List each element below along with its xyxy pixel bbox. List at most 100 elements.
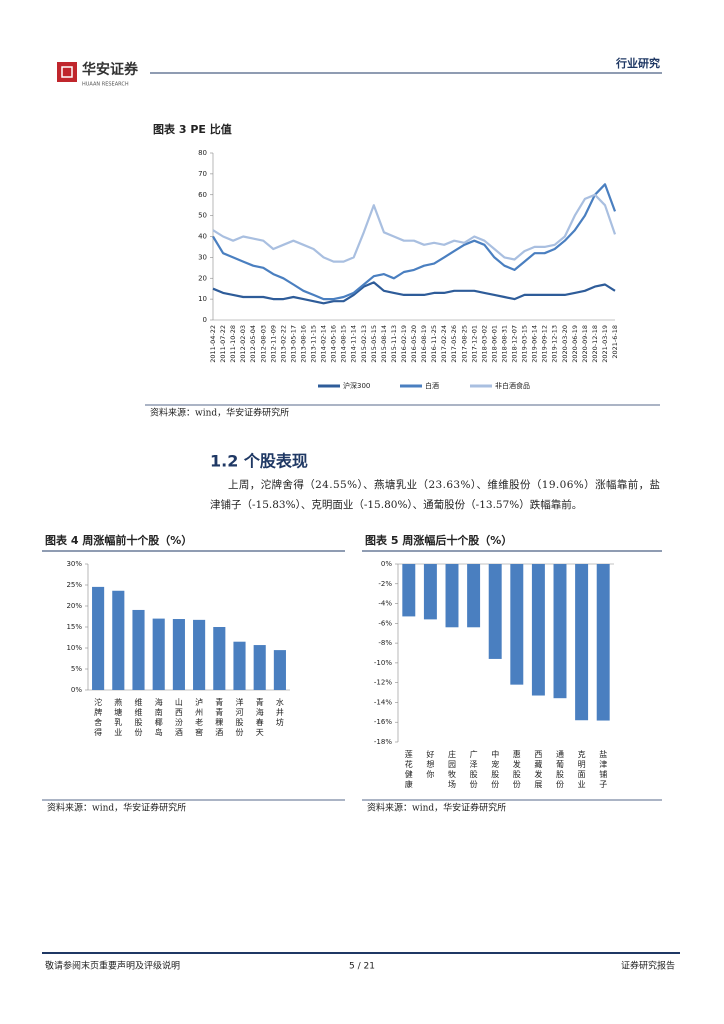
x-tick-label: 2011-10-28 xyxy=(229,325,237,363)
bar xyxy=(488,564,502,659)
x-tick-label: 2017-05-26 xyxy=(450,325,458,363)
y-tick-label: 10 xyxy=(198,295,207,303)
bar xyxy=(112,590,125,690)
bar xyxy=(575,564,589,721)
x-tick-label: 2019-06-14 xyxy=(531,325,539,363)
x-tick-label: 海南椰岛 xyxy=(154,697,163,738)
x-tick-label: 西藏发展 xyxy=(534,750,543,790)
figure-title: 图表 4 周涨幅前十个股（%） xyxy=(45,533,192,547)
footer-left: 敬请参阅末页重要声明及评级说明 xyxy=(45,960,180,972)
logo-text: 华安证券 xyxy=(82,61,139,78)
y-tick-label: 0 xyxy=(203,316,207,324)
x-tick-label: 2012-05-04 xyxy=(249,325,257,363)
bar xyxy=(213,627,226,690)
x-tick-label: 广泽股份 xyxy=(469,749,478,790)
x-tick-label: 2014-08-15 xyxy=(340,325,348,363)
y-tick-label: -6% xyxy=(378,619,392,627)
x-tick-label: 山西汾酒 xyxy=(174,697,183,738)
x-tick-label: 2019-03-15 xyxy=(521,325,529,363)
y-tick-label: 0% xyxy=(381,560,392,568)
bar xyxy=(172,619,185,690)
x-tick-label: 惠发股份 xyxy=(512,749,521,790)
x-tick-label: 水井坊 xyxy=(275,697,284,728)
section-heading: 1.2 个股表现 xyxy=(210,452,308,471)
paragraph-line: 上周，沱牌舍得（24.55%）、燕塘乳业（23.63%）、维维股份（19.06%… xyxy=(228,478,660,491)
legend-label: 白酒 xyxy=(425,381,439,390)
bar xyxy=(152,618,165,690)
y-tick-label: -16% xyxy=(374,718,392,726)
x-tick-label: 莲花健康 xyxy=(404,749,413,790)
bar xyxy=(193,619,206,690)
bar xyxy=(273,650,286,690)
x-tick-label: 2012-08-03 xyxy=(259,325,267,363)
paragraph-line: 津铺子（-15.83%）、克明面业（-15.80%）、通葡股份（-13.57%）… xyxy=(210,498,582,511)
logo-mark xyxy=(57,62,77,82)
x-tick-label: 2014-02-14 xyxy=(320,325,328,363)
figure-title: 图表 5 周涨幅后十个股（%） xyxy=(365,533,512,547)
y-tick-label: -12% xyxy=(374,679,392,687)
footer-right: 证券研究报告 xyxy=(621,960,675,972)
bar xyxy=(510,564,524,685)
x-tick-label: 好想你 xyxy=(426,749,435,780)
y-tick-label: 50 xyxy=(198,212,207,220)
x-tick-label: 2013-08-16 xyxy=(299,325,307,363)
logo-subtitle: HUAAN RESEARCH xyxy=(82,82,129,88)
x-tick-label: 洋河股份 xyxy=(235,697,244,738)
bar xyxy=(92,586,105,690)
y-tick-label: 30 xyxy=(198,253,207,261)
x-tick-label: 2018-03-02 xyxy=(480,325,488,363)
x-tick-label: 2014-05-16 xyxy=(330,325,338,363)
bar xyxy=(467,564,481,628)
y-tick-label: 10% xyxy=(66,644,82,652)
legend-label: 非白酒食品 xyxy=(495,381,530,390)
x-tick-label: 2017-08-25 xyxy=(460,325,468,363)
x-tick-label: 2015-05-15 xyxy=(370,325,378,363)
x-tick-label: 维维股份 xyxy=(134,697,143,738)
y-tick-label: 20 xyxy=(198,274,207,282)
x-tick-label: 2020-12-18 xyxy=(591,325,599,363)
x-tick-label: 2019-09-12 xyxy=(541,325,549,363)
x-tick-label: 2014-11-14 xyxy=(350,325,358,363)
x-tick-label: 沱牌舍得 xyxy=(94,697,103,738)
x-tick-label: 2015-02-13 xyxy=(360,325,368,363)
x-tick-label: 青海春天 xyxy=(255,697,264,738)
figure-source: 资料来源：wind，华安证券研究所 xyxy=(367,802,506,814)
y-tick-label: -2% xyxy=(378,580,392,588)
x-tick-label: 盐津铺子 xyxy=(599,749,608,790)
y-tick-label: 0% xyxy=(71,686,82,694)
y-tick-label: 15% xyxy=(66,623,82,631)
x-tick-label: 2018-06-01 xyxy=(490,325,498,363)
x-tick-label: 2011-07-22 xyxy=(219,325,227,363)
y-tick-label: 20% xyxy=(66,602,82,610)
x-tick-label: 2018-08-31 xyxy=(500,325,508,363)
bar xyxy=(402,564,416,617)
x-tick-label: 2015-08-14 xyxy=(380,325,388,363)
figure-title: 图表 3 PE 比值 xyxy=(153,122,232,136)
x-tick-label: 2015-11-13 xyxy=(390,325,398,363)
x-tick-label: 通葡股份 xyxy=(556,749,565,790)
y-tick-label: 30% xyxy=(66,560,82,568)
x-tick-label: 2020-03-20 xyxy=(561,325,569,363)
y-tick-label: -18% xyxy=(374,738,392,746)
x-tick-label: 泸州老窖 xyxy=(195,697,204,738)
x-tick-label: 2013-02-22 xyxy=(279,325,287,363)
y-tick-label: 25% xyxy=(66,581,82,589)
y-tick-label: 70 xyxy=(198,170,207,178)
bar xyxy=(233,641,246,690)
footer-page: 5 / 21 xyxy=(349,962,375,972)
x-tick-label: 庄园牧场 xyxy=(448,749,457,790)
figure-source: 资料来源：wind，华安证券研究所 xyxy=(150,407,289,419)
x-tick-label: 2016-08-19 xyxy=(420,325,428,363)
y-tick-label: 60 xyxy=(198,191,207,199)
bar xyxy=(445,564,459,628)
x-tick-label: 2018-12-07 xyxy=(511,325,519,363)
x-tick-label: 燕塘乳业 xyxy=(114,697,123,738)
figure-source: 资料来源：wind，华安证券研究所 xyxy=(47,802,186,814)
y-tick-label: 40 xyxy=(198,233,207,241)
x-tick-label: 2012-11-09 xyxy=(269,325,277,363)
x-tick-label: 中宠股份 xyxy=(491,749,500,790)
logo-inner xyxy=(61,66,73,78)
bar xyxy=(253,645,266,690)
x-tick-label: 2016-05-20 xyxy=(410,325,418,363)
